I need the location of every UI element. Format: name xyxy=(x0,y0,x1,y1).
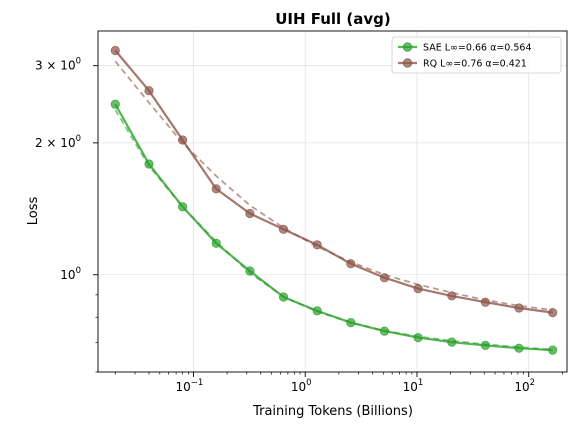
data-point-rq xyxy=(447,291,457,301)
data-point-rq xyxy=(312,240,322,250)
data-point-rq xyxy=(480,297,490,307)
legend-marker-sae xyxy=(402,42,413,52)
y-tick-exponent: 0 xyxy=(76,57,81,67)
legend-box xyxy=(391,36,562,74)
chart-title: UIH Full (avg) xyxy=(275,10,391,28)
legend-label-rq: RQ L∞=0.76 α=0.421 xyxy=(423,59,527,70)
data-point-sae xyxy=(278,292,289,302)
legend-marker-rq xyxy=(402,58,413,68)
series-line-rq xyxy=(114,49,553,314)
y-tick-exponent: 0 xyxy=(76,266,81,276)
x-tick-exponent: 1 xyxy=(418,378,423,388)
data-point-rq xyxy=(278,224,289,234)
data-point-sae xyxy=(413,332,423,343)
data-point-rq xyxy=(514,303,524,313)
data-point-sae xyxy=(245,266,255,276)
y-axis-label: Loss xyxy=(26,197,41,226)
y-tick-label: 100 xyxy=(60,266,81,282)
data-point-sae xyxy=(178,202,188,212)
x-tick-exponent: 2 xyxy=(530,378,535,388)
data-point-sae xyxy=(312,306,322,316)
data-point-sae xyxy=(480,340,490,350)
data-point-sae xyxy=(144,159,154,169)
x-tick-label: 101 xyxy=(403,378,424,394)
x-axis-label: Training Tokens (Billions) xyxy=(252,404,413,419)
data-point-rq xyxy=(110,45,120,56)
data-point-rq xyxy=(144,86,154,96)
x-tick-label: 100 xyxy=(291,378,312,394)
data-point-rq xyxy=(379,273,390,283)
fit-line-sae xyxy=(114,109,553,351)
data-point-sae xyxy=(211,238,221,248)
data-point-sae xyxy=(110,99,120,109)
data-point-sae xyxy=(379,326,390,336)
legend: SAE L∞=0.66 α=0.564 RQ L∞=0.76 α=0.421 xyxy=(391,36,562,74)
grid xyxy=(98,31,567,372)
x-tick-exponent: 0 xyxy=(306,378,311,388)
data-point-rq xyxy=(178,135,188,145)
data-point-sae xyxy=(346,317,356,328)
data-point-rq xyxy=(346,259,356,269)
x-tick-label: 10−1 xyxy=(176,378,204,394)
data-point-rq xyxy=(413,283,423,294)
data-point-rq xyxy=(548,307,558,318)
x-tick-exponent: −1 xyxy=(191,378,204,388)
legend-label-sae: SAE L∞=0.66 α=0.564 xyxy=(423,43,532,54)
y-tick-label: 3 × 100 xyxy=(35,57,81,73)
data-point-rq xyxy=(211,184,221,194)
x-tick-label: 102 xyxy=(514,378,535,394)
fit-line-rq xyxy=(114,60,553,312)
y-tick-exponent: 0 xyxy=(76,134,81,144)
series-lines xyxy=(110,45,558,355)
data-point-rq xyxy=(245,208,255,219)
plot-frame xyxy=(97,30,568,373)
data-point-sae xyxy=(514,343,524,353)
data-point-sae xyxy=(548,345,558,355)
series-line-sae xyxy=(114,103,553,352)
data-point-sae xyxy=(447,337,457,347)
y-tick-label: 2 × 100 xyxy=(35,134,81,150)
